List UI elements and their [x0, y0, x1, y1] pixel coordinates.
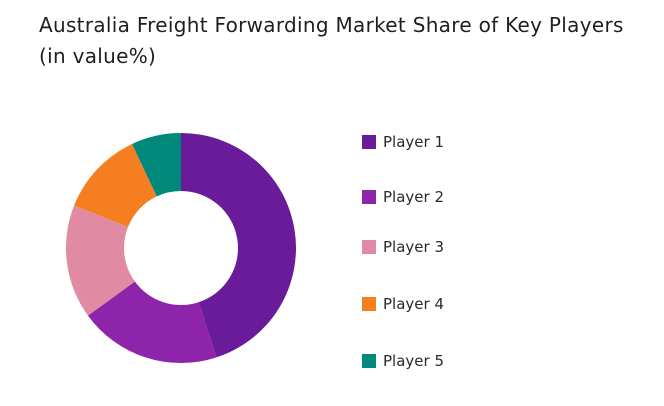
slice-player-1 [181, 133, 296, 358]
legend-item-player-3: Player 3 [362, 238, 444, 256]
legend-label: Player 4 [383, 295, 444, 313]
slice-player-2 [87, 281, 217, 363]
legend-item-player-2: Player 2 [362, 188, 444, 206]
slice-player-3 [66, 205, 135, 316]
legend-swatch [362, 190, 376, 204]
legend-item-player-4: Player 4 [362, 295, 444, 313]
legend-label: Player 5 [383, 352, 444, 370]
legend-item-player-1: Player 1 [362, 133, 444, 151]
legend-swatch [362, 240, 376, 254]
legend-item-player-5: Player 5 [362, 352, 444, 370]
legend-label: Player 2 [383, 188, 444, 206]
slice-player-5 [132, 133, 181, 197]
legend-label: Player 1 [383, 133, 444, 151]
legend-label: Player 3 [383, 238, 444, 256]
chart-title: Australia Freight Forwarding Market Shar… [39, 13, 624, 68]
legend-swatch [362, 135, 376, 149]
slice-player-4 [74, 143, 157, 228]
legend-swatch [362, 297, 376, 311]
legend-swatch [362, 354, 376, 368]
slice-group [66, 133, 296, 363]
